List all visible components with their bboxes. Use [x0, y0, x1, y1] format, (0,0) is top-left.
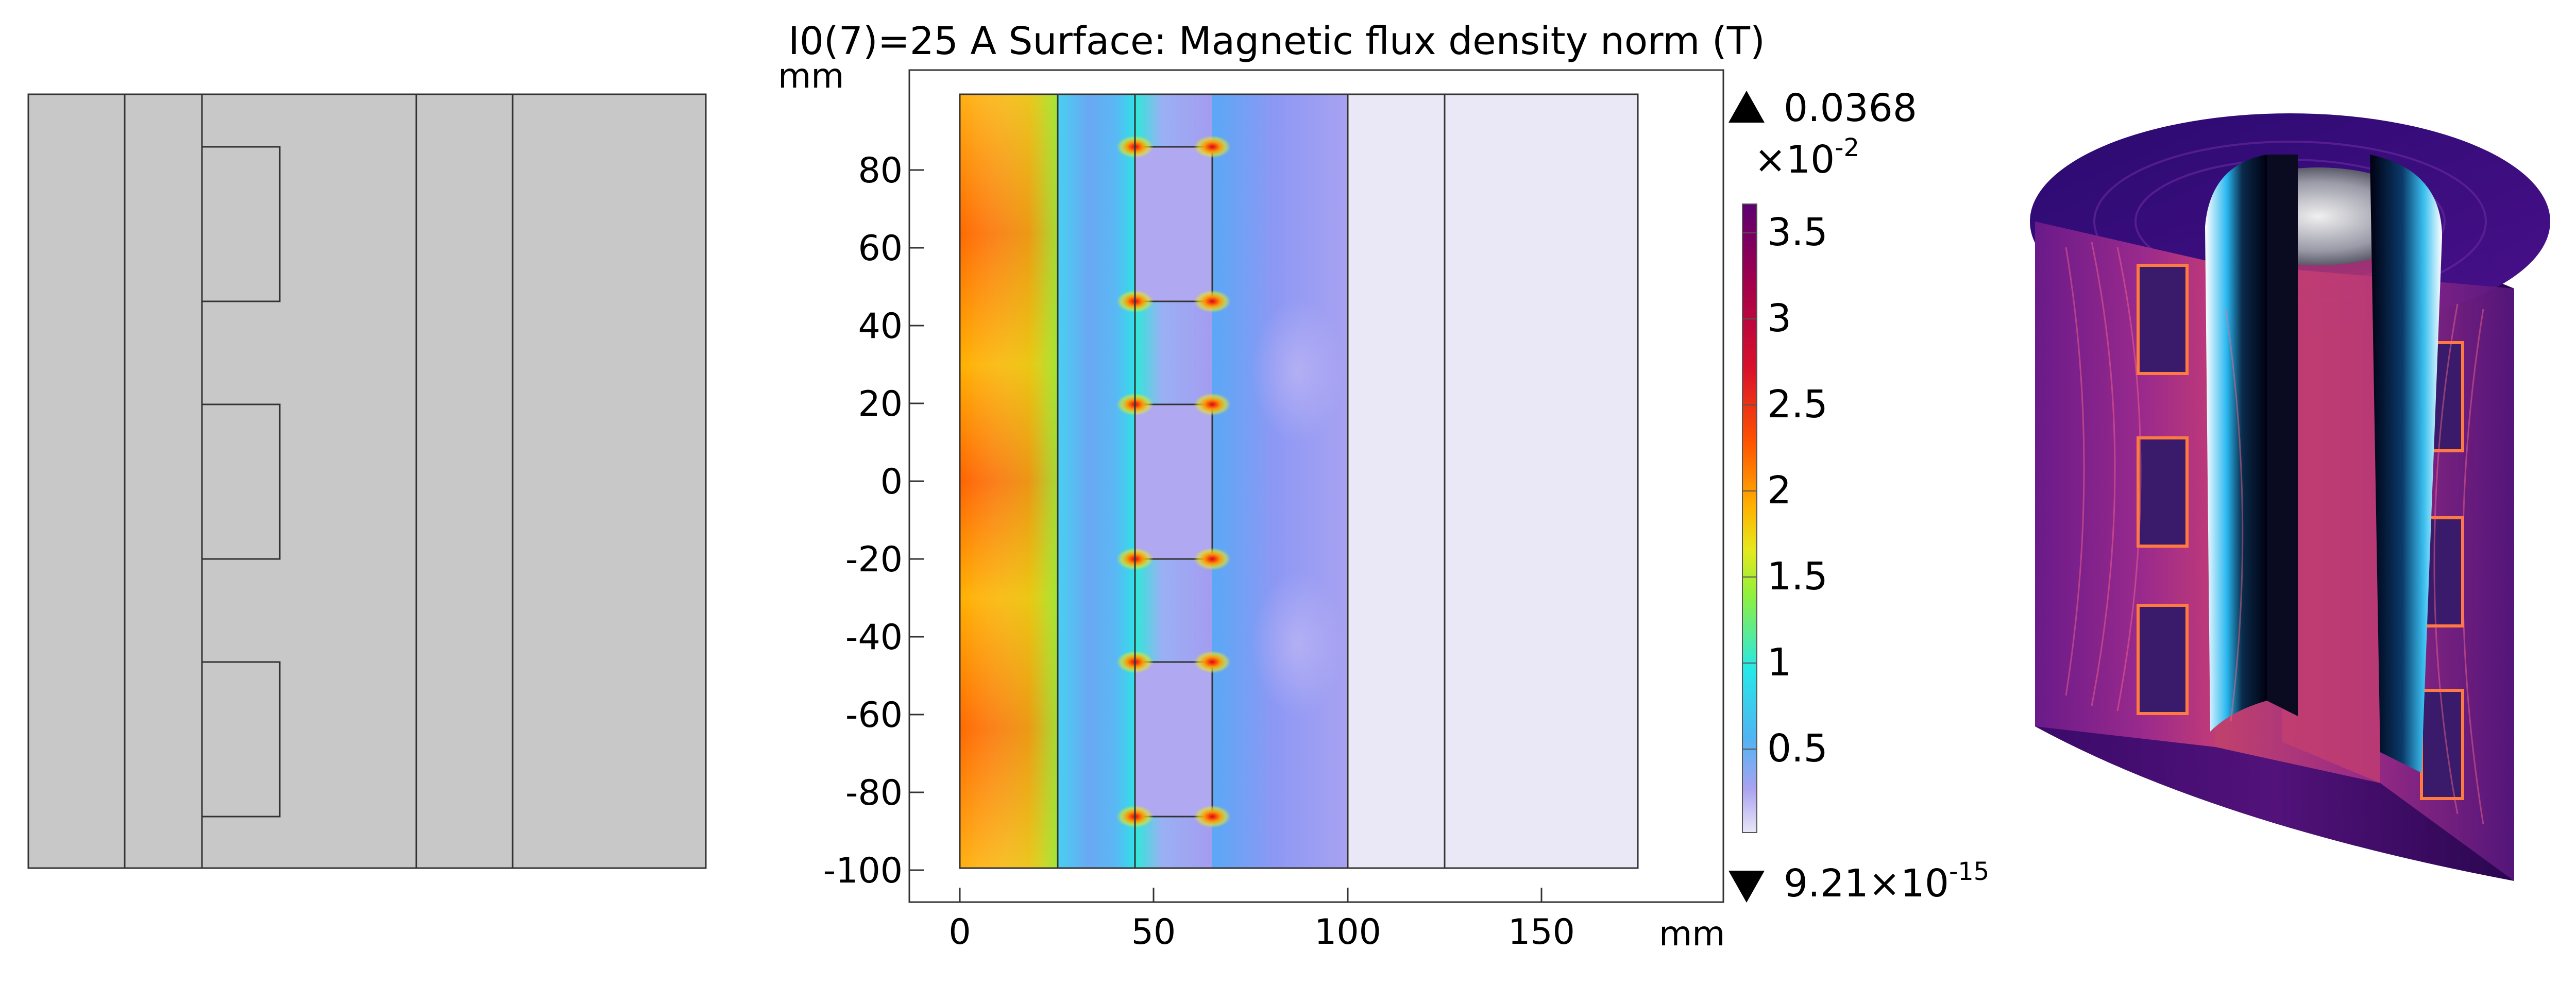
- domain-outline: [959, 93, 1639, 869]
- colorbar-min-label: 9.21×10-15: [1784, 857, 1989, 906]
- y-tick-label: -80: [845, 773, 903, 813]
- y-tick: 20: [858, 384, 924, 425]
- y-tick: -80: [845, 773, 924, 813]
- hot-spot: [1194, 651, 1231, 673]
- coil-window-middle: [1134, 403, 1213, 560]
- x-tick-label: 0: [948, 912, 971, 953]
- x-tick-label: 50: [1131, 912, 1176, 953]
- colorbar-tick: 2.5: [1742, 382, 1828, 427]
- y-tick-label: -40: [845, 617, 903, 658]
- colorbar-min-label-exponent: -15: [1949, 857, 1989, 886]
- y-tick: 0: [880, 462, 924, 502]
- colorbar-tick: 3: [1742, 296, 1791, 341]
- colorbar-ticks: 3.5 3 2.5 2 1.5 1: [1742, 210, 1828, 771]
- y-tick-label: 40: [858, 306, 903, 347]
- colorbar-tick-label: 2: [1767, 468, 1791, 513]
- coil-window-bottom: [1134, 661, 1213, 818]
- domain-gap: [1058, 94, 1135, 868]
- x-axis: 0 50 100 150: [948, 888, 1575, 953]
- y-tick-label: 0: [880, 462, 903, 502]
- colorbar-min-label-base: 9.21×10: [1784, 861, 1949, 906]
- hot-spot: [1194, 290, 1231, 313]
- colorbar-tick-label: 1: [1767, 640, 1791, 685]
- colorbar: 0.0368 ×10-2 3.5 3 2.5 2 1.5: [1728, 86, 1989, 906]
- y-tick: 60: [858, 228, 924, 269]
- x-tick: 0: [948, 888, 971, 953]
- domain-air-1: [1348, 94, 1445, 868]
- hot-spot: [1194, 805, 1231, 828]
- x-tick-label: 100: [1314, 912, 1381, 953]
- y-tick: 40: [858, 306, 924, 347]
- domain-inner-iron-shade: [960, 94, 1058, 868]
- x-tick: 150: [1508, 888, 1575, 953]
- y-tick: -60: [845, 695, 924, 736]
- soft-spot-2: [1252, 572, 1345, 716]
- y-tick: -20: [845, 539, 924, 580]
- y-axis-unit: mm: [778, 56, 844, 96]
- hot-spot: [1194, 393, 1231, 416]
- colorbar-tick-label: 1.5: [1767, 554, 1828, 599]
- y-tick-label: -60: [845, 695, 903, 736]
- colorbar-multiplier-exponent: -2: [1835, 133, 1859, 162]
- x-tick: 50: [1131, 888, 1176, 953]
- colorbar-tick-label: 0.5: [1767, 726, 1828, 771]
- domain-outer-iron: [1212, 94, 1348, 868]
- colorbar-tick-label: 3.5: [1767, 210, 1828, 255]
- domain-boundaries: [959, 93, 1639, 869]
- colorbar-multiplier-base: ×10: [1754, 138, 1835, 182]
- colorbar-gradient: [1742, 203, 1757, 833]
- y-tick: -40: [845, 617, 924, 658]
- plot-frame: [908, 69, 1724, 903]
- min-value-triangle-icon: [1728, 871, 1765, 903]
- colorbar-multiplier: ×10-2: [1754, 133, 1859, 182]
- y-tick: 80: [858, 150, 924, 191]
- colorbar-tick-label: 2.5: [1767, 382, 1828, 427]
- coil-window-top: [1134, 146, 1213, 302]
- colorbar-tick: 0.5: [1742, 726, 1828, 771]
- y-tick-label: 80: [858, 150, 903, 191]
- y-axis: 80 60 40 20 0 -20 -40 -60: [823, 150, 924, 891]
- hot-spot: [1194, 135, 1231, 158]
- x-tick: 100: [1314, 888, 1381, 953]
- x-tick-label: 150: [1508, 912, 1575, 953]
- y-tick-label: 20: [858, 384, 903, 425]
- plot-title: I0(7)=25 A Surface: Magnetic flux densit…: [788, 19, 1765, 63]
- colorbar-tick: 3.5: [1742, 210, 1828, 255]
- colorbar-tick: 2: [1742, 468, 1791, 513]
- y-tick: -100: [823, 851, 924, 891]
- colorbar-tick: 1: [1742, 640, 1791, 685]
- heatmap-domains: [960, 94, 1638, 868]
- soft-spot-1: [1252, 299, 1345, 443]
- x-axis-unit: mm: [1659, 914, 1725, 954]
- max-value-triangle-icon: [1728, 91, 1765, 123]
- colorbar-max-label: 0.0368: [1784, 86, 1917, 130]
- y-tick-label: 60: [858, 228, 903, 269]
- y-tick-label: -20: [845, 539, 903, 580]
- coil-windows: [1134, 146, 1213, 818]
- y-tick-label: -100: [823, 851, 903, 891]
- colorbar-tick: 1.5: [1742, 554, 1828, 599]
- hot-spot: [1194, 548, 1231, 570]
- colorbar-tick-label: 3: [1767, 296, 1791, 341]
- domain-air-2: [1445, 94, 1638, 868]
